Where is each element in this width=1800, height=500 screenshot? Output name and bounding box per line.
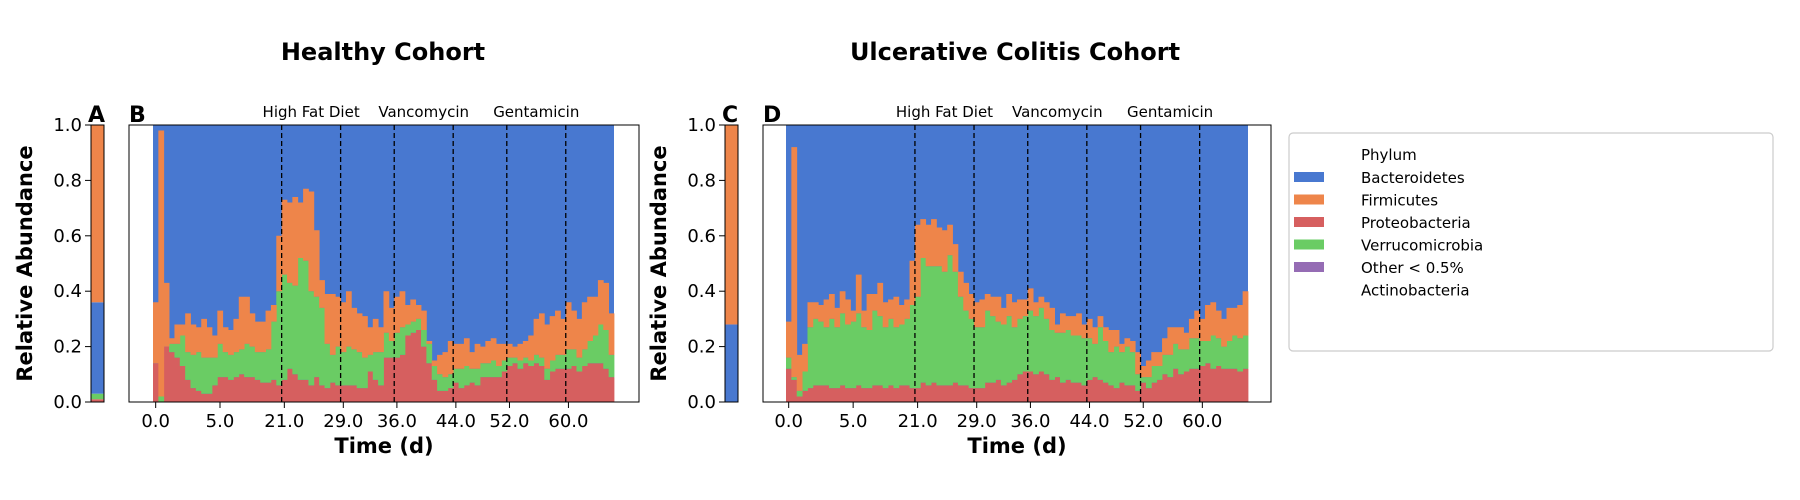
x-tick-label-b-6: 52.0	[489, 411, 529, 432]
axes-frame-b	[128, 124, 640, 403]
perturbation-label-b-1: Vancomycin	[378, 103, 469, 121]
legend-frame	[1288, 132, 1774, 352]
perturbation-label-d-1: Vancomycin	[1012, 103, 1103, 121]
legend-swatch-0	[1294, 172, 1324, 182]
y-tick-label-c-0: 0.0	[687, 392, 716, 413]
x-tick-label-d-3: 29.0	[957, 411, 997, 432]
axes-frame-c	[724, 124, 739, 403]
legend-swatch-1	[1294, 194, 1324, 205]
x-tick-label-d-1: 5.0	[839, 411, 868, 432]
panel-b-healthy-timeseries: High Fat Diet Vancomycin Gentamicin 0.0 5.0 2…	[128, 103, 640, 458]
y-tick-label-a-4: 0.8	[53, 170, 82, 191]
y-tick-label-c-5: 1.0	[687, 115, 716, 136]
legend-entry-2: Proteobacteria	[1361, 214, 1471, 232]
title-healthy: Healthy Cohort	[281, 38, 485, 66]
panel-d-uc-timeseries: High Fat Diet Vancomycin Gentamicin 0.0 5.0 2…	[762, 103, 1272, 458]
panel-label-a: A	[88, 103, 105, 128]
legend-swatch-3	[1294, 239, 1324, 250]
perturbation-label-d-0: High Fat Diet	[896, 103, 993, 121]
legend-entry-1: Firmicutes	[1361, 192, 1438, 210]
x-tick-label-d-2: 21.0	[898, 411, 938, 432]
y-tick-label-a-2: 0.4	[53, 281, 82, 302]
x-tick-label-b-0: 0.0	[141, 411, 170, 432]
bar-segment-proteobacteria	[91, 399, 104, 402]
x-tick-label-b-3: 29.0	[323, 411, 363, 432]
legend-entry-5: Actinobacteria	[1361, 282, 1470, 300]
x-tick-label-b-2: 21.0	[264, 411, 304, 432]
legend-entry-0: Bacteroidetes	[1361, 169, 1465, 187]
legend-title: Phylum	[1361, 146, 1417, 164]
legend-swatch-2	[1294, 217, 1324, 227]
panel-label-d: D	[763, 103, 781, 128]
perturbation-label-b-0: High Fat Diet	[263, 103, 360, 121]
bar-segment-firmicutes	[91, 125, 104, 303]
y-tick-label-c-3: 0.6	[687, 226, 716, 247]
y-tick-label-a-1: 0.2	[53, 337, 82, 358]
axes-frame-a	[90, 124, 105, 403]
y-tick-label-a-3: 0.6	[53, 226, 82, 247]
x-tick-label-b-7: 60.0	[548, 411, 588, 432]
legend-entry-3: Verrucomicrobia	[1361, 237, 1483, 255]
y-tick-label-a-0: 0.0	[53, 392, 82, 413]
perturbation-label-b-2: Gentamicin	[493, 103, 579, 121]
y-tick-label-c-4: 0.8	[687, 170, 716, 191]
x-tick-label-d-6: 52.0	[1123, 411, 1163, 432]
panel-c-baseline-bar: 0.0 0.2 0.4 0.6 0.8 1.0 Relative Abundance	[647, 115, 739, 413]
perturbation-label-d-2: Gentamicin	[1127, 103, 1213, 121]
x-tick-label-d-5: 44.0	[1069, 411, 1109, 432]
x-tick-label-b-5: 44.0	[436, 411, 476, 432]
y-axis-label-a: Relative Abundance	[13, 145, 37, 381]
y-tick-label-c-1: 0.2	[687, 337, 716, 358]
bar-segment-bacteroidetes	[725, 324, 738, 402]
panel-label-b: B	[129, 103, 146, 128]
x-tick-label-b-1: 5.0	[206, 411, 235, 432]
area-firmicutes	[153, 130, 615, 397]
legend-swatch-4	[1294, 262, 1324, 272]
bar-segment-bacteroidetes	[91, 302, 104, 394]
x-axis-label-b: Time (d)	[334, 434, 433, 458]
panel-a-baseline-bar: 0.0 0.2 0.4 0.6 0.8 1.0 Relative Abundance	[13, 115, 105, 413]
title-uc: Ulcerative Colitis Cohort	[850, 38, 1180, 66]
axes-frame-d	[762, 124, 1272, 403]
y-tick-label-c-2: 0.4	[687, 281, 716, 302]
bar-segment-verrucomicrobia	[91, 393, 104, 400]
panel-label-c: C	[722, 103, 738, 128]
legend: Phylum Bacteroidetes Firmicutes Proteobact…	[1288, 132, 1774, 352]
x-tick-label-d-7: 60.0	[1182, 411, 1222, 432]
y-axis-label-c: Relative Abundance	[647, 145, 671, 381]
bar-segment-firmicutes	[725, 125, 738, 325]
y-tick-label-a-5: 1.0	[53, 115, 82, 136]
x-axis-label-d: Time (d)	[967, 434, 1066, 458]
x-tick-label-b-4: 36.0	[377, 411, 417, 432]
x-tick-label-d-4: 36.0	[1010, 411, 1050, 432]
legend-entry-4: Other < 0.5%	[1361, 259, 1464, 277]
area-proteobacteria	[786, 363, 1249, 402]
x-tick-label-d-0: 0.0	[774, 411, 803, 432]
